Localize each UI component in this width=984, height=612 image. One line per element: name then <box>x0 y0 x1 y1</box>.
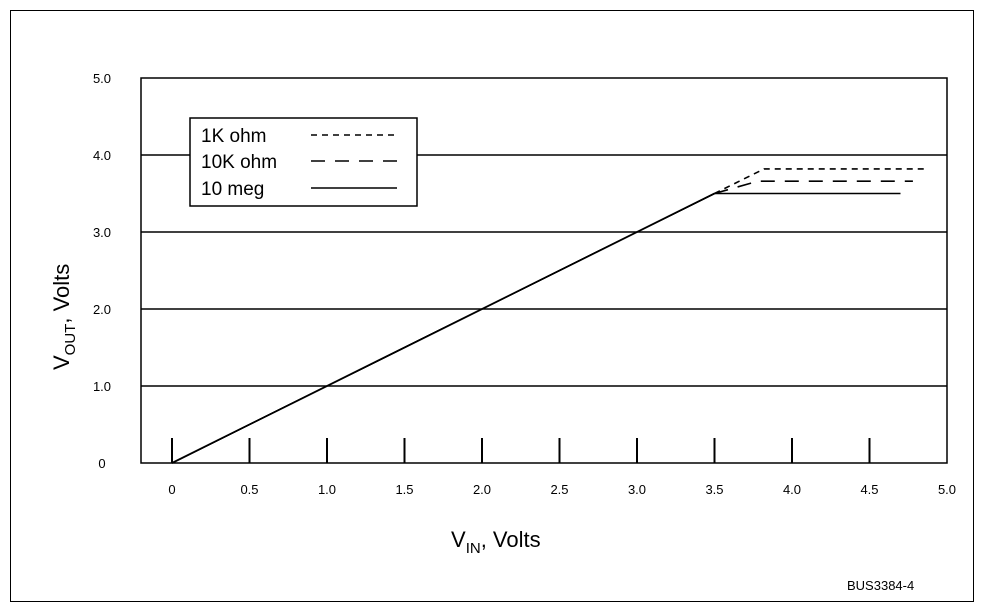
y-axis-title-sub: OUT <box>62 324 79 356</box>
legend-label-1k-ohm: 1K ohm <box>201 126 266 147</box>
x-tick-label-6: 3.0 <box>628 482 646 497</box>
y-tick-label-3: 3.0 <box>93 225 111 240</box>
x-tick-label-0: 0 <box>168 482 175 497</box>
figure-id: BUS3384-4 <box>847 578 914 593</box>
x-tick-label-1: 0.5 <box>240 482 258 497</box>
x-axis-title-main: V <box>451 527 466 552</box>
y-axis-title: VOUT, Volts <box>49 264 79 370</box>
x-tick-marks <box>171 438 871 463</box>
y-tick-labels: 0 1.0 2.0 3.0 4.0 5.0 <box>93 71 111 471</box>
x-tick-label-3: 1.5 <box>395 482 413 497</box>
legend-label-10k-ohm: 10K ohm <box>201 152 277 173</box>
figure-frame <box>10 10 974 602</box>
x-axis-title-sub: IN <box>466 540 481 557</box>
legend: 1K ohm 10K ohm 10 meg <box>189 117 418 207</box>
x-tick-labels: 0 0.5 1.0 1.5 2.0 2.5 3.0 3.5 4.0 4.5 5.0 <box>168 482 956 497</box>
y-axis-title-main: V <box>49 355 74 370</box>
x-axis-title-rest: , Volts <box>481 527 541 552</box>
y-axis-title-rest: , Volts <box>49 264 74 324</box>
plot-area-border <box>140 77 948 464</box>
series-line-2-linear <box>171 192 715 464</box>
x-tick-label-8: 4.0 <box>783 482 801 497</box>
y-tick-label-4: 4.0 <box>93 148 111 163</box>
x-tick-label-2: 1.0 <box>318 482 336 497</box>
x-axis-title: VIN, Volts <box>451 527 541 557</box>
data-series <box>171 168 929 464</box>
legend-box <box>189 117 418 207</box>
y-tick-label-0: 0 <box>98 456 105 471</box>
x-tick-label-7: 3.5 <box>705 482 723 497</box>
series-line-1-saturation <box>714 180 913 195</box>
y-tick-label-2: 2.0 <box>93 302 111 317</box>
series-line-0-saturation <box>714 168 929 195</box>
x-tick-label-10: 5.0 <box>938 482 956 497</box>
legend-label-10-meg: 10 meg <box>201 179 264 200</box>
x-tick-label-9: 4.5 <box>860 482 878 497</box>
y-tick-label-5: 5.0 <box>93 71 111 86</box>
x-tick-label-5: 2.5 <box>550 482 568 497</box>
y-tick-label-1: 1.0 <box>93 379 111 394</box>
x-tick-label-4: 2.0 <box>473 482 491 497</box>
